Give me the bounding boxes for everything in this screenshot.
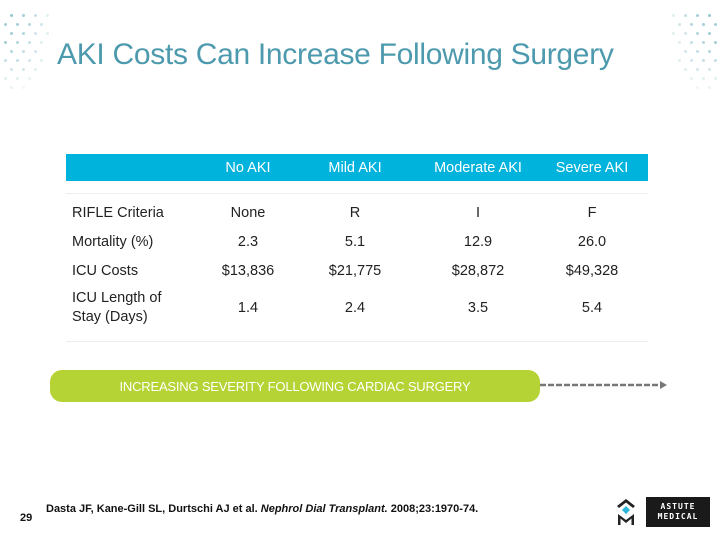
logo-line2: MEDICAL [657, 512, 699, 521]
table-row-icu-costs: ICU Costs $13,836 $21,775 $28,872 $49,32… [66, 256, 648, 285]
cell-value: $21,775 [328, 262, 382, 279]
row-label: RIFLE Criteria [72, 205, 164, 221]
astute-logo-mark-icon [617, 499, 635, 525]
slide-title: AKI Costs Can Increase Following Surgery [57, 38, 614, 71]
severity-banner: INCREASING SEVERITY FOLLOWING CARDIAC SU… [50, 370, 540, 402]
cell-value: F [587, 205, 597, 221]
dashed-arrow-icon [540, 381, 667, 389]
divider [66, 193, 648, 194]
page-number: 29 [20, 512, 33, 524]
header-cell-severe-aki: Severe AKI [555, 159, 629, 176]
cell-value: $13,836 [221, 262, 275, 279]
table-row-mortality: Mortality (%) 2.3 5.1 12.9 26.0 [66, 227, 648, 256]
cell-value: 5.1 [344, 233, 366, 250]
cell-value: None [230, 205, 266, 221]
header-cell-mild-aki: Mild AKI [328, 159, 382, 176]
header-cell-moderate-aki: Moderate AKI [434, 159, 522, 176]
row-label: Mortality (%) [72, 233, 154, 250]
cell-value: I [475, 205, 481, 221]
cell-value: 5.4 [581, 299, 603, 316]
row-label-line2: Stay (Days) [72, 309, 148, 325]
table-row-rifle: RIFLE Criteria None R I F [66, 199, 648, 227]
decorative-dot-pattern-right [660, 10, 720, 100]
header-cell-no-aki: No AKI [225, 159, 271, 176]
citation: Dasta JF, Kane-Gill SL, Durtschi AJ et a… [46, 503, 478, 515]
cell-value: R [349, 205, 361, 221]
cell-value: 3.5 [467, 299, 489, 316]
cell-value: 2.3 [237, 233, 259, 250]
citation-details: 2008;23:1970-74. [390, 503, 479, 515]
cell-value: $49,328 [565, 262, 619, 279]
astute-medical-logo: ASTUTE MEDICAL [646, 497, 710, 527]
decorative-dot-pattern-left [0, 10, 60, 100]
table-header-row: No AKI Mild AKI Moderate AKI Severe AKI [66, 154, 648, 181]
cell-value: 1.4 [237, 299, 259, 316]
cell-value: $28,872 [451, 262, 505, 279]
cell-value: 2.4 [344, 299, 366, 316]
cell-value: 26.0 [577, 233, 607, 250]
cell-value: 12.9 [463, 233, 493, 250]
logo-line1: ASTUTE [660, 502, 696, 511]
table-row-icu-length-of-stay: ICU Length of Stay (Days) 1.4 2.4 3.5 5.… [66, 285, 648, 331]
aki-cost-table: No AKI Mild AKI Moderate AKI Severe AKI … [66, 154, 648, 342]
citation-authors: Dasta JF, Kane-Gill SL, Durtschi AJ et a… [46, 503, 258, 515]
citation-journal: Nephrol Dial Transplant. [260, 503, 388, 515]
divider [66, 341, 648, 342]
row-label-line1: ICU Length of [72, 290, 162, 306]
row-label: ICU Length of Stay (Days) [66, 289, 206, 327]
row-label: ICU Costs [72, 262, 139, 279]
